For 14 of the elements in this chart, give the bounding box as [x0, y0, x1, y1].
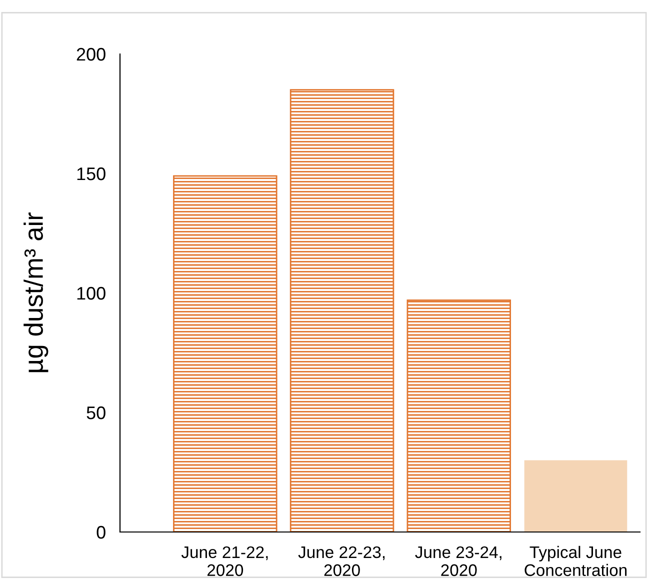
y-tick-label: 150 [77, 167, 106, 180]
y-tick-label: 0 [96, 526, 106, 539]
x-tick-label: Typical June Concentration [524, 546, 627, 576]
bar [406, 299, 511, 532]
x-tick-label: June 21-22, 2020 [181, 546, 268, 576]
x-tick-label: June 23-24, 2020 [415, 546, 502, 576]
bar [290, 89, 394, 532]
y-axis-title: µg dust/m³ air [24, 212, 48, 372]
bar [173, 175, 278, 532]
bar [524, 460, 628, 532]
y-tick-label: 50 [86, 406, 106, 420]
y-tick-label: 100 [77, 286, 106, 300]
y-tick-label: 200 [76, 48, 106, 61]
x-tick-label: June 22-23, 2020 [298, 546, 385, 576]
